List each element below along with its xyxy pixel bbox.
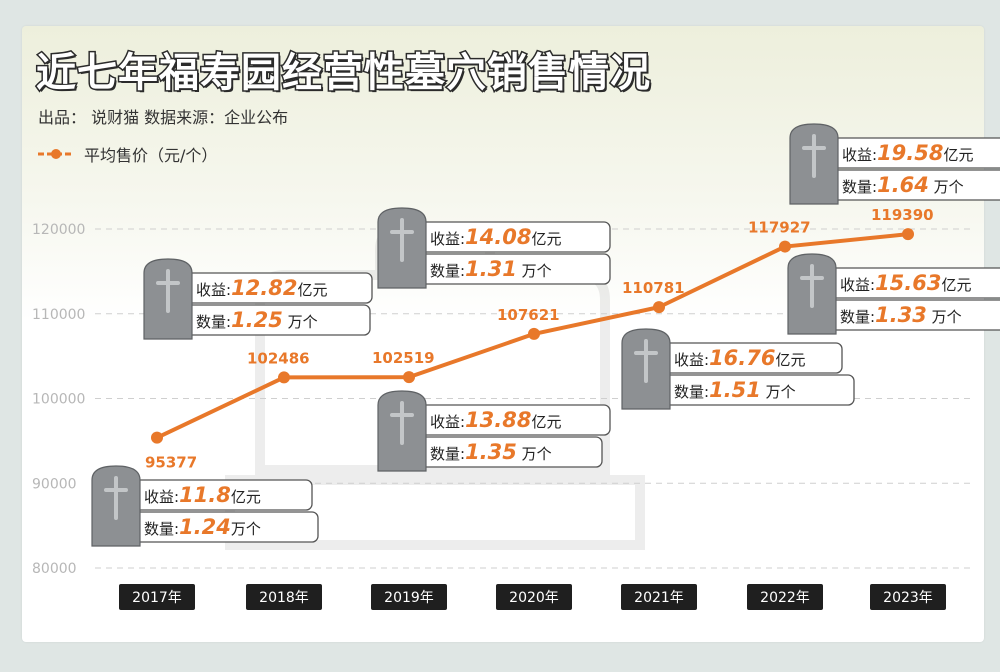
x-tick-box bbox=[496, 584, 572, 610]
x-tick-box bbox=[371, 584, 447, 610]
y-tick-label: 110000 bbox=[32, 307, 85, 323]
revenue-text: 收益:13.88亿元 bbox=[430, 408, 562, 432]
x-tick-box bbox=[870, 584, 946, 610]
y-tick-label: 100000 bbox=[32, 392, 85, 408]
revenue-text: 收益:16.76亿元 bbox=[674, 346, 806, 370]
data-label: 110781 bbox=[622, 279, 685, 297]
chart-subtitle: 出品： 说财猫 数据来源：企业公布 bbox=[38, 108, 289, 127]
revenue-text: 收益:15.63亿元 bbox=[840, 271, 972, 295]
x-tick-label: 2022年 bbox=[760, 590, 810, 606]
cross-icon bbox=[802, 134, 826, 178]
cross-icon bbox=[390, 401, 414, 445]
cross-icon bbox=[390, 218, 414, 262]
chart-title: 近七年福寿园经营性墓穴销售情况 bbox=[35, 49, 652, 98]
x-tick-box bbox=[621, 584, 697, 610]
data-label: 95377 bbox=[145, 454, 197, 472]
data-point bbox=[653, 301, 665, 314]
data-point bbox=[278, 371, 290, 384]
legend: 平均售价（元/个） bbox=[38, 142, 217, 166]
data-label: 102486 bbox=[247, 349, 310, 367]
data-label: 102519 bbox=[372, 349, 435, 367]
x-tick-label: 2018年 bbox=[259, 590, 309, 606]
count-text: 数量:1.35 万个 bbox=[430, 440, 552, 464]
count-text: 数量:1.33 万个 bbox=[840, 303, 962, 327]
data-label: 107621 bbox=[497, 306, 560, 324]
cross-icon bbox=[156, 269, 180, 313]
data-point bbox=[902, 228, 914, 241]
data-label: 119390 bbox=[871, 206, 934, 224]
y-tick-label: 80000 bbox=[32, 561, 77, 577]
x-tick-label: 2020年 bbox=[509, 590, 559, 606]
x-tick-box bbox=[747, 584, 823, 610]
revenue-text: 收益:11.8亿元 bbox=[144, 483, 261, 507]
y-tick-label: 90000 bbox=[32, 476, 77, 492]
cross-icon bbox=[104, 476, 128, 520]
cross-icon bbox=[800, 264, 824, 308]
x-tick-label: 2023年 bbox=[883, 590, 933, 606]
revenue-text: 收益:19.58亿元 bbox=[842, 141, 974, 165]
data-point bbox=[151, 431, 163, 444]
legend-label: 平均售价（元/个） bbox=[84, 146, 218, 165]
x-tick-label: 2019年 bbox=[384, 590, 434, 606]
y-tick-label: 120000 bbox=[32, 222, 85, 238]
x-tick-box bbox=[119, 584, 195, 610]
data-point bbox=[528, 327, 540, 340]
x-tick-box bbox=[246, 584, 322, 610]
data-label: 117927 bbox=[748, 219, 811, 237]
count-text: 数量:1.64 万个 bbox=[842, 173, 964, 197]
revenue-text: 收益:14.08亿元 bbox=[430, 225, 562, 249]
count-text: 数量:1.25 万个 bbox=[196, 308, 318, 332]
data-point bbox=[779, 240, 791, 253]
count-text: 数量:1.51 万个 bbox=[674, 378, 796, 402]
count-text: 数量:1.31 万个 bbox=[430, 257, 552, 281]
data-point bbox=[403, 371, 415, 384]
legend-line-dot-icon bbox=[38, 149, 74, 159]
count-text: 数量:1.24万个 bbox=[144, 515, 261, 539]
revenue-text: 收益:12.82亿元 bbox=[196, 276, 328, 300]
cross-icon bbox=[634, 339, 658, 383]
x-tick-label: 2021年 bbox=[634, 590, 684, 606]
x-tick-label: 2017年 bbox=[132, 590, 182, 606]
